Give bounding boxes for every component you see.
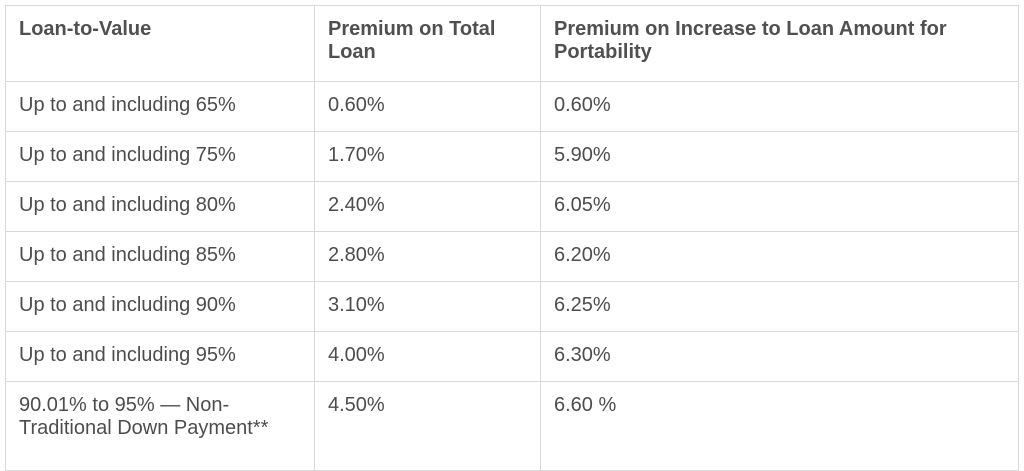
ltv-cell: Up to and including 80% <box>5 181 315 232</box>
portability-premium-cell: 6.30% <box>540 331 1019 382</box>
portability-premium-cell: 6.05% <box>540 181 1019 232</box>
total-loan-premium-cell: 3.10% <box>314 281 541 332</box>
ltv-cell: Up to and including 65% <box>5 81 315 132</box>
ltv-cell: Up to and including 85% <box>5 231 315 282</box>
total-loan-premium-cell: 4.50% <box>314 381 541 471</box>
header-loan-to-value: Loan-to-Value <box>5 5 315 82</box>
portability-premium-cell: 6.60 % <box>540 381 1019 471</box>
portability-premium-cell: 6.20% <box>540 231 1019 282</box>
total-loan-premium-cell: 2.40% <box>314 181 541 232</box>
portability-premium-cell: 0.60% <box>540 81 1019 132</box>
total-loan-premium-cell: 4.00% <box>314 331 541 382</box>
ltv-cell: 90.01% to 95% — Non-Traditional Down Pay… <box>5 381 315 471</box>
portability-premium-cell: 6.25% <box>540 281 1019 332</box>
header-premium-portability: Premium on Increase to Loan Amount for P… <box>540 5 1019 82</box>
header-premium-total-loan: Premium on Total Loan <box>314 5 541 82</box>
total-loan-premium-cell: 2.80% <box>314 231 541 282</box>
table-row: Up to and including 85% 2.80% 6.20% <box>5 231 1019 282</box>
ltv-cell: Up to and including 75% <box>5 131 315 182</box>
table-row: Up to and including 75% 1.70% 5.90% <box>5 131 1019 182</box>
table-row: Up to and including 95% 4.00% 6.30% <box>5 331 1019 382</box>
table-row: 90.01% to 95% — Non-Traditional Down Pay… <box>5 381 1019 471</box>
table-header-row: Loan-to-Value Premium on Total Loan Prem… <box>5 5 1019 82</box>
ltv-cell: Up to and including 95% <box>5 331 315 382</box>
total-loan-premium-cell: 1.70% <box>314 131 541 182</box>
table-row: Up to and including 90% 3.10% 6.25% <box>5 281 1019 332</box>
ltv-cell: Up to and including 90% <box>5 281 315 332</box>
premium-rates-table: Loan-to-Value Premium on Total Loan Prem… <box>5 5 1019 471</box>
total-loan-premium-cell: 0.60% <box>314 81 541 132</box>
table-row: Up to and including 65% 0.60% 0.60% <box>5 81 1019 132</box>
portability-premium-cell: 5.90% <box>540 131 1019 182</box>
table-row: Up to and including 80% 2.40% 6.05% <box>5 181 1019 232</box>
premium-table-container: Loan-to-Value Premium on Total Loan Prem… <box>5 5 1019 471</box>
